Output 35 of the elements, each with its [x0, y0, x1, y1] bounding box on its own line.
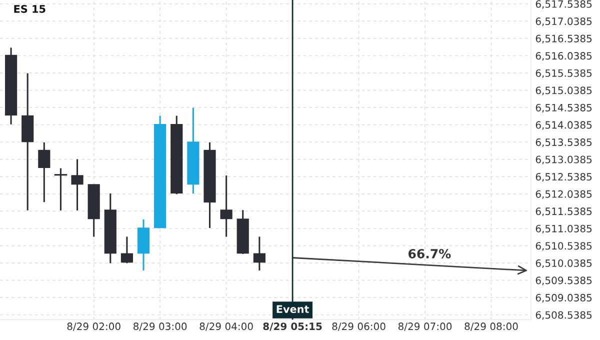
y-tick-label: 6,508.5385: [536, 311, 592, 320]
y-tick-label: 6,516.5385: [536, 34, 592, 44]
x-tick-label: 8/29 05:15: [263, 322, 322, 331]
x-tick-label: 8/29 02:00: [67, 322, 120, 331]
ref-line-label: Event: [276, 305, 309, 314]
x-tick-label: 8/29 04:00: [200, 322, 253, 331]
y-tick-label: 6,516.0385: [536, 52, 592, 61]
candlestick: [253, 236, 266, 272]
y-tick-label: 6,514.5385: [536, 104, 592, 112]
y-tick-label: 6,517.0385: [536, 18, 592, 26]
y-tick-label: 6,513.5385: [536, 138, 592, 148]
y-tick-label: 6,511.0385: [536, 224, 592, 234]
x-tick-label: 8/29 07:00: [398, 322, 452, 331]
x-tick-label: 8/29 03:00: [134, 322, 187, 331]
candlestick: [71, 158, 84, 212]
y-tick-label: 6,517.5385: [536, 0, 592, 9]
y-tick-label: 6,515.5385: [536, 69, 592, 78]
candlestick: [54, 168, 68, 212]
candlestick: [38, 142, 50, 203]
y-tick-label: 6,509.5385: [536, 276, 592, 286]
chart-title: ES 15: [14, 4, 46, 13]
x-tick-label: 8/29 08:00: [464, 322, 518, 331]
y-tick-label: 6,509.0385: [536, 294, 592, 302]
candlestick: [120, 236, 134, 264]
y-tick-label: 6,513.0385: [536, 156, 592, 164]
y-tick-label: 6,512.5385: [536, 172, 592, 182]
y-tick-label: 6,510.0385: [536, 259, 592, 268]
candlestick: [220, 174, 232, 238]
y-tick-label: 6,511.5385: [536, 208, 592, 216]
annotation: 66.7%: [408, 248, 451, 258]
y-tick-label: 6,514.0385: [536, 121, 592, 130]
x-tick-label: 8/29 06:00: [332, 322, 386, 331]
y-tick-label: 6,512.0385: [536, 190, 592, 199]
y-tick-label: 6,510.5385: [536, 242, 592, 251]
y-tick-label: 6,515.0385: [536, 86, 592, 96]
